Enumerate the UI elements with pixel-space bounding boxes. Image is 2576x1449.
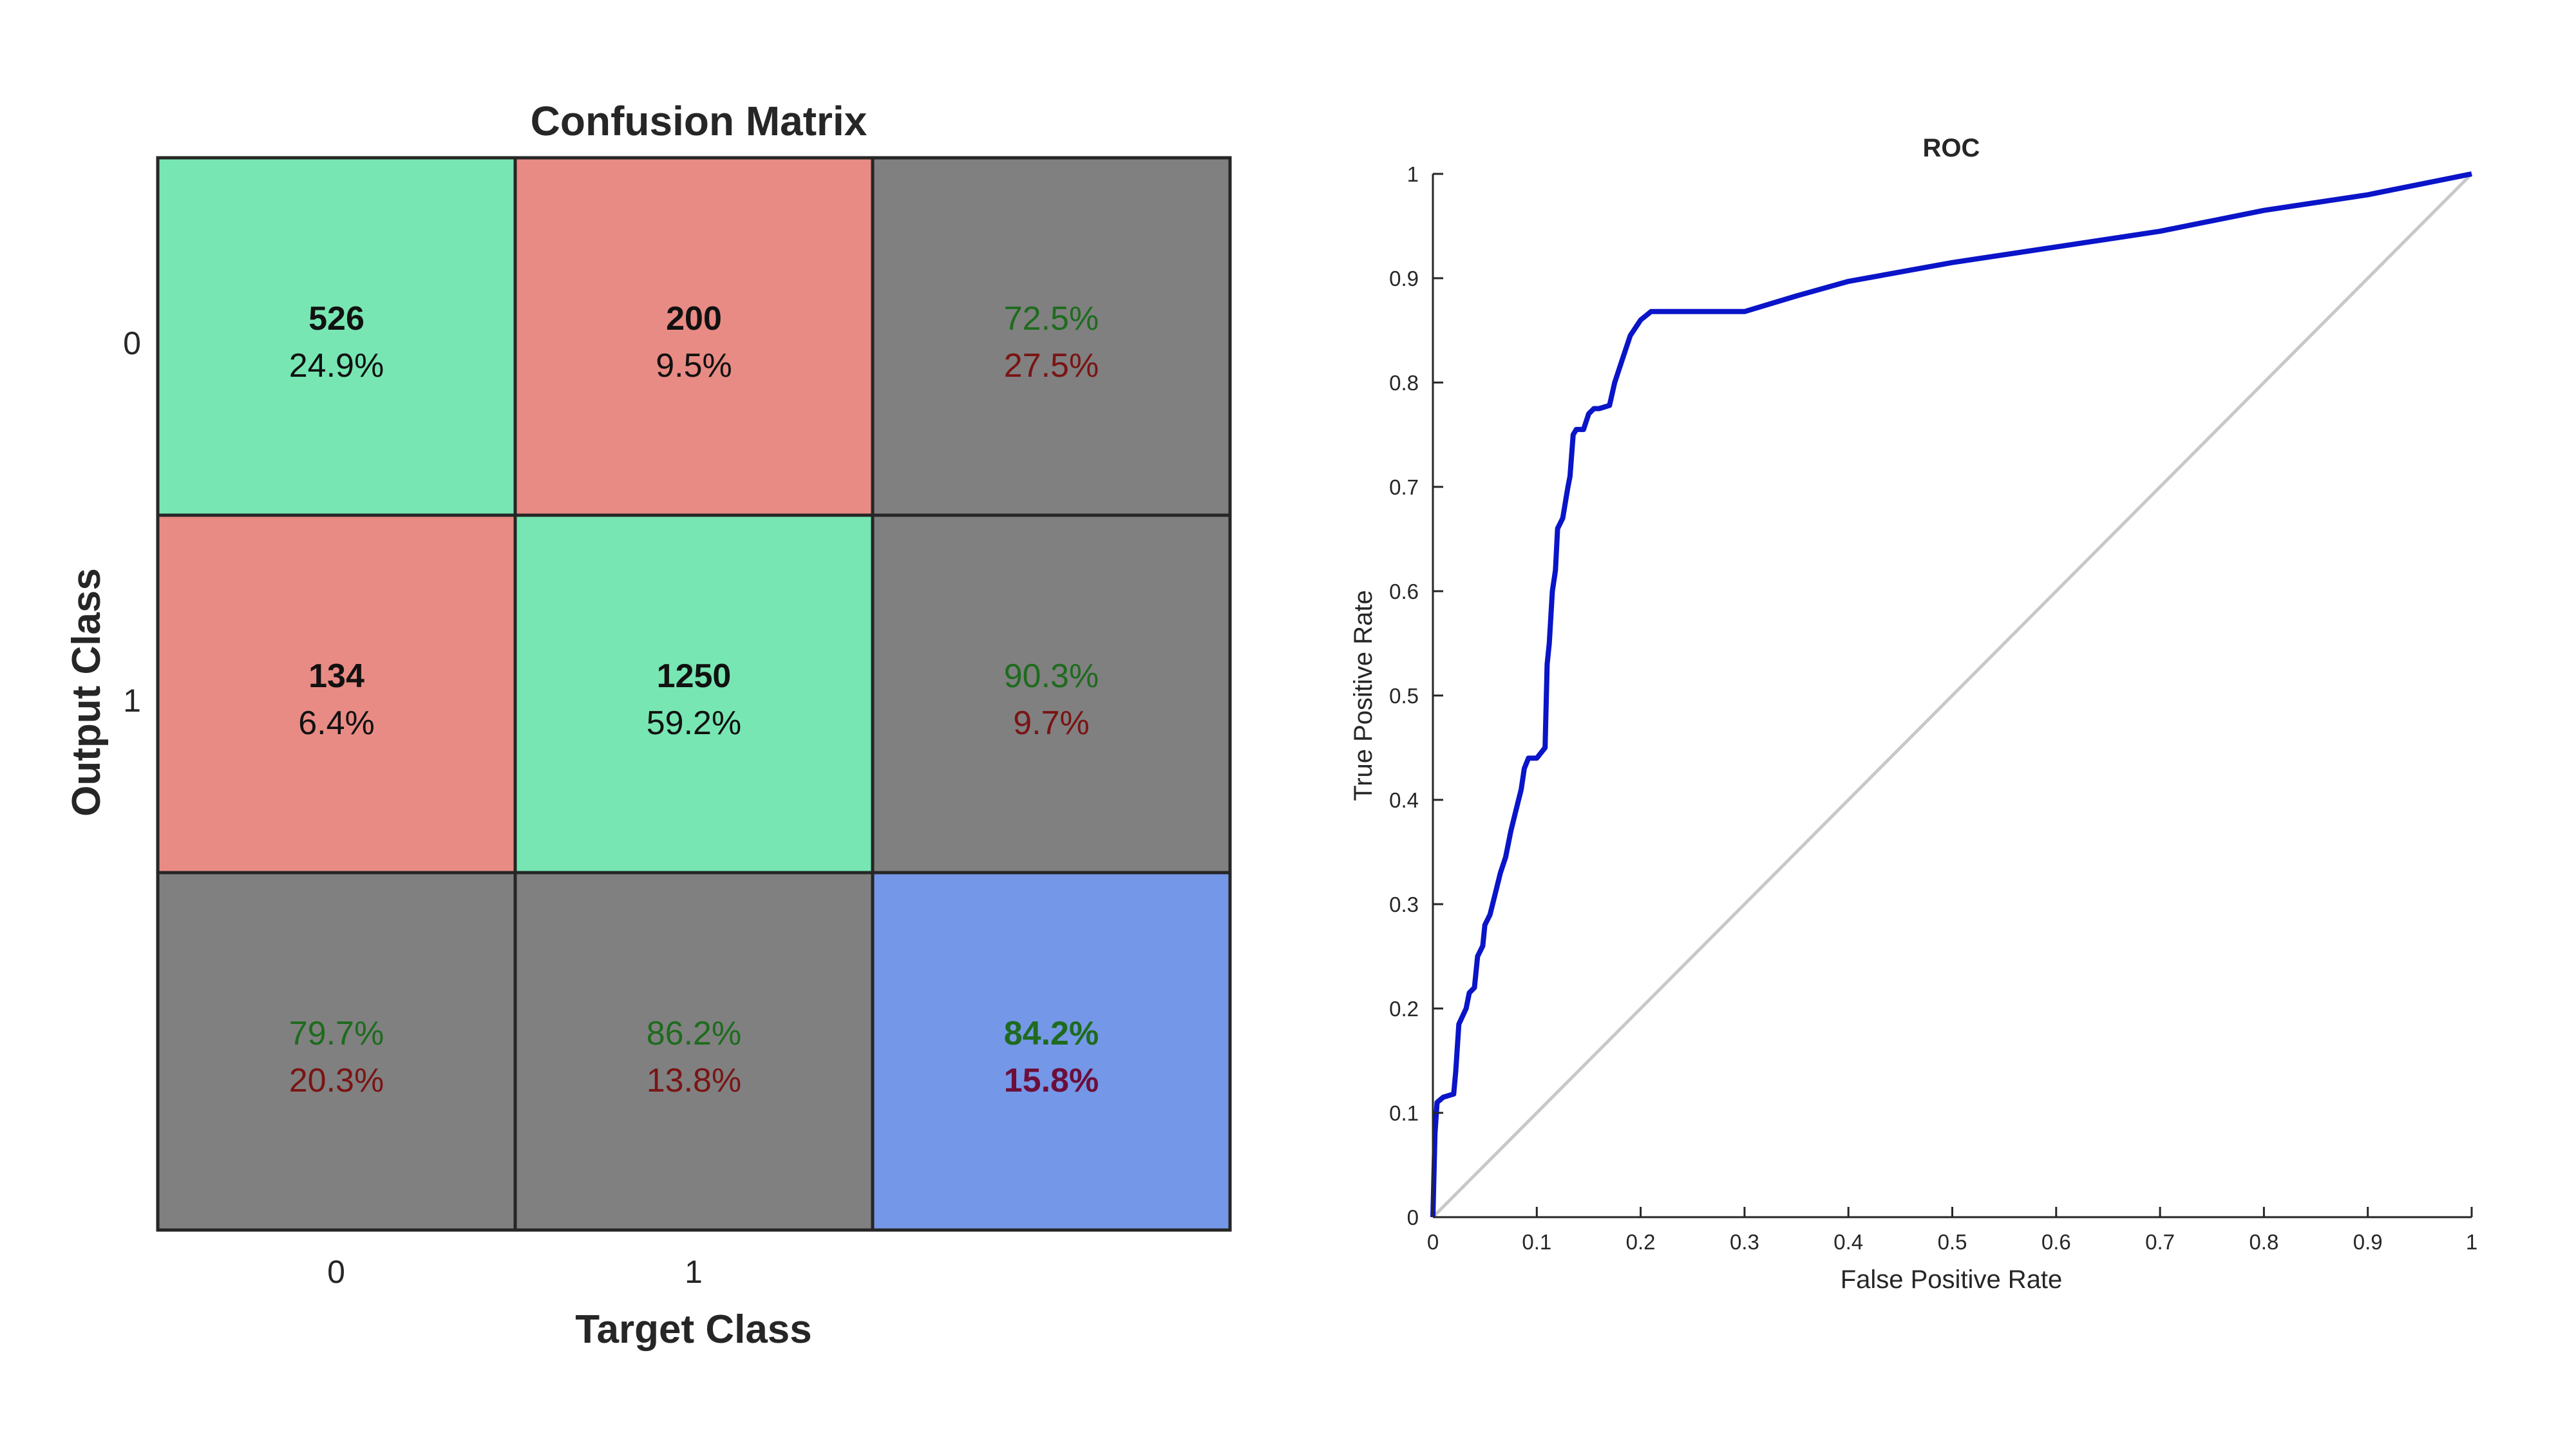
roc-y-tick-label-1: 0.1 [1389,1101,1419,1125]
roc-x-tick-label-9: 0.9 [2353,1230,2383,1254]
cm-cell-r0-c0 [156,156,517,517]
roc-x-tick-label-8: 0.8 [2249,1230,2278,1254]
cm-count-r1-c1: 1250 [657,658,732,695]
roc-y-tick-label-7: 0.7 [1389,475,1419,499]
roc-y-tick-label-8: 0.8 [1389,371,1419,395]
roc-y-tick-label-2: 0.2 [1389,997,1419,1021]
cm-overall-incorrect: 15.8% [1004,1062,1099,1099]
roc-y-tick-label-0: 0 [1407,1206,1419,1229]
roc-y-axis-label: True Positive Rate [1349,590,1378,801]
cm-cell-r2-c1 [513,871,875,1232]
cm-y-tick-1: 1 [123,683,141,719]
cm-x-tick-0: 0 [327,1254,345,1290]
roc-y-tick-label-5: 0.5 [1389,684,1419,708]
roc-y-tick-label-3: 0.3 [1389,893,1419,916]
cm-cell-r0-c2 [871,156,1232,517]
roc-x-tick-label-1: 0.1 [1522,1230,1551,1254]
roc-y-tick-label-6: 0.6 [1389,580,1419,603]
cm-percent-r1-c0: 6.4% [298,705,375,742]
roc-curve [1430,171,2472,1218]
cm-y-tick-0: 0 [123,325,141,361]
cm-percent-r0-c1: 9.5% [656,347,732,384]
cm-summary-correct-r0-c2: 72.5% [1004,300,1099,337]
roc-x-tick-label-5: 0.5 [1938,1230,1967,1254]
roc-chart: ROC 0 0.1 0.2 0.3 0.4 0.5 0.6 0.7 0.8 0.9 1 0 0.1 0.2… [1349,134,2477,1294]
cm-summary-correct-r1-c2: 90.3% [1004,658,1099,695]
roc-x-tick-label-10: 1 [2466,1230,2477,1254]
cm-cell-r2-c0 [156,871,517,1232]
cm-percent-r1-c1: 59.2% [647,705,741,742]
cm-summary-correct-r2-c1: 86.2% [647,1015,741,1052]
cm-count-r0-c0: 526 [308,300,365,337]
roc-x-axis-label: False Positive Rate [1841,1265,2063,1294]
roc-x-tick-label-3: 0.3 [1730,1230,1759,1254]
roc-x-tick-label-6: 0.6 [2041,1230,2071,1254]
roc-title: ROC [1923,134,1980,162]
cm-summary-incorrect-r1-c2: 9.7% [1013,705,1090,742]
roc-ticks: 0 0.1 0.2 0.3 0.4 0.5 0.6 0.7 0.8 0.9 1 0 0.1 0.2 0.3 0… [1389,162,2477,1254]
cm-summary-incorrect-r2-c1: 13.8% [647,1062,741,1099]
cm-cell-r1-c0 [156,513,517,875]
cm-summary-incorrect-r2-c0: 20.3% [289,1062,384,1099]
roc-x-tick-label-4: 0.4 [1833,1230,1863,1254]
roc-x-tick-label-0: 0 [1427,1230,1439,1254]
roc-y-tick-label-4: 0.4 [1389,788,1419,812]
cm-x-tick-1: 1 [685,1254,703,1290]
roc-x-tick-label-7: 0.7 [2145,1230,2175,1254]
roc-reference-line [1432,173,2473,1218]
confusion-matrix: Confusion Matrix 526 24.9% 200 9.5% 72.5% 27.… [64,98,1232,1352]
cm-title: Confusion Matrix [531,98,867,144]
cm-count-r0-c1: 200 [666,300,722,337]
roc-y-tick-label-10: 1 [1407,162,1419,186]
roc-y-tick-label-9: 0.9 [1389,267,1419,290]
cm-count-r1-c0: 134 [308,658,365,695]
cm-summary-incorrect-r0-c2: 27.5% [1004,347,1099,384]
roc-x-tick-label-2: 0.2 [1626,1230,1656,1254]
cm-y-axis-label: Output Class [64,568,109,817]
cm-overall-correct: 84.2% [1004,1015,1099,1052]
roc-series [1430,171,2473,1218]
cm-cell-r2-c2 [871,871,1232,1232]
cm-summary-correct-r2-c0: 79.7% [289,1015,384,1052]
cm-cell-r0-c1 [513,156,875,517]
cm-cells: 526 24.9% 200 9.5% 72.5% 27.5% 134 6.4% 1250 59.2… [156,156,1232,1232]
cm-percent-r0-c0: 24.9% [289,347,384,384]
cm-x-axis-label: Target Class [575,1307,812,1352]
